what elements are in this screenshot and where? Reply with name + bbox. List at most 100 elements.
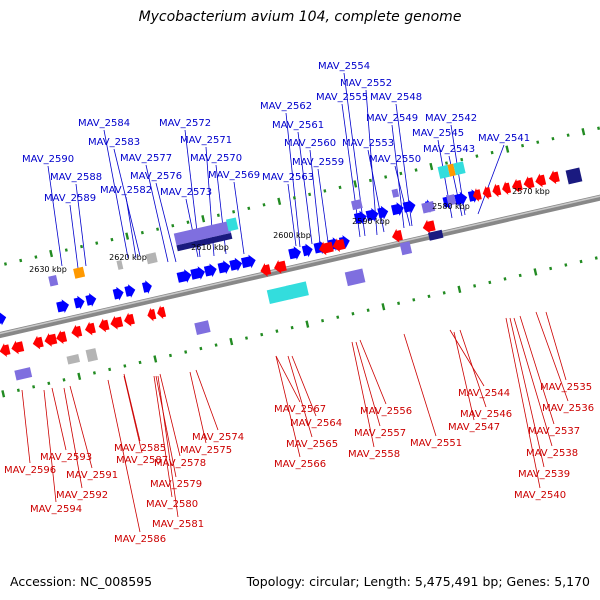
scale-tick-top <box>247 206 251 211</box>
scale-tick-top <box>444 161 448 165</box>
cog-box <box>437 164 451 179</box>
cog-box <box>116 260 124 270</box>
top-gene-label: MAV_2555 <box>316 92 368 103</box>
bottom-gene-label: MAV_2536 <box>542 403 594 414</box>
bottom-leader-line <box>355 341 381 427</box>
scale-tick-top <box>292 196 296 200</box>
top-gene-label: MAV_2577 <box>120 153 172 164</box>
bottom-gene-label: MAV_2566 <box>274 459 326 470</box>
cog-box <box>66 354 81 365</box>
top-gene-label: MAV_2543 <box>423 144 475 155</box>
cog-box <box>446 194 457 206</box>
top-gene-label: MAV_2545 <box>412 128 464 139</box>
bottom-gene-label: MAV_2585 <box>114 443 166 454</box>
forward-gene <box>301 243 313 258</box>
scale-tick-bottom <box>77 372 82 381</box>
scale-tick-top <box>186 220 190 224</box>
scale-tick-top <box>429 162 434 171</box>
bottom-leader-line <box>513 317 553 447</box>
scale-tick-bottom <box>184 350 188 354</box>
reverse-gene <box>147 307 157 322</box>
bottom-leader-line <box>509 317 545 468</box>
bottom-gene-label: MAV_2587 <box>116 455 168 466</box>
cog-box <box>421 201 436 214</box>
scale-tick-bottom <box>260 332 264 337</box>
scale-tick-bottom <box>381 303 386 311</box>
bottom-leader-line <box>189 371 207 444</box>
forward-gene <box>203 263 217 278</box>
scale-tick-top <box>262 203 266 207</box>
scale-tick-bottom <box>32 385 36 389</box>
bottom-gene-label: MAV_2565 <box>286 439 338 450</box>
bottom-leader-line <box>359 339 387 405</box>
scale-tick-top <box>140 230 144 235</box>
top-leader-line <box>185 198 199 258</box>
bottom-leader-line <box>291 355 317 417</box>
bottom-gene-label: MAV_2547 <box>448 422 500 433</box>
reverse-gene <box>32 335 44 350</box>
scale-tick-bottom <box>366 308 370 312</box>
scale-tick-top <box>475 154 479 158</box>
scale-tick-top <box>201 215 206 223</box>
reverse-gene <box>422 219 436 234</box>
top-gene-label: MAV_2542 <box>425 113 477 124</box>
cog-box <box>173 221 232 246</box>
scale-tick-bottom <box>108 367 112 372</box>
top-leader-line <box>75 183 87 267</box>
reverse-gene <box>260 263 272 277</box>
scale-tick-bottom <box>473 284 477 288</box>
reverse-gene <box>523 176 535 190</box>
top-leader-line <box>155 182 177 263</box>
bottom-leader-line <box>287 355 313 438</box>
reverse-gene <box>56 330 68 344</box>
top-gene-label: MAV_2549 <box>366 113 418 124</box>
scale-tick-bottom <box>549 266 553 271</box>
bottom-gene-label: MAV_2558 <box>348 449 400 460</box>
cog-box <box>286 281 309 300</box>
cog-box <box>266 285 294 305</box>
top-leader-line <box>69 204 79 269</box>
forward-gene <box>0 312 7 326</box>
map-title: Mycobacterium avium 104, complete genome <box>138 9 462 25</box>
bottom-gene-label: MAV_2535 <box>540 382 592 393</box>
scale-tick-top <box>353 180 358 188</box>
bottom-leader-line <box>545 311 567 381</box>
bottom-leader-line <box>107 379 141 533</box>
scale-tick-top <box>399 171 403 176</box>
accession-text: Accession: NC_008595 <box>10 574 153 589</box>
forward-gene <box>124 284 136 298</box>
top-leader-line <box>477 144 505 215</box>
top-leader-line <box>103 129 129 259</box>
scale-tick-bottom <box>427 294 431 299</box>
bottom-gene-label: MAV_2540 <box>514 490 566 501</box>
bottom-leader-line <box>123 375 143 454</box>
top-leader-line <box>309 149 321 244</box>
cog-box <box>14 367 33 381</box>
top-gene-label: MAV_2589 <box>44 193 96 204</box>
top-gene-label: MAV_2570 <box>190 153 242 164</box>
scale-tick-top <box>110 237 114 242</box>
forward-gene <box>377 205 389 220</box>
bottom-gene-label: MAV_2557 <box>354 428 406 439</box>
scale-tick-bottom <box>290 325 294 330</box>
scale-tick-top <box>551 136 555 141</box>
reverse-gene <box>332 238 346 252</box>
scale-ticks <box>1 126 600 398</box>
reverse-gene <box>110 315 124 330</box>
scale-tick-top <box>49 249 54 258</box>
reverse-gene <box>548 170 560 185</box>
scale-tick-bottom <box>199 346 203 351</box>
forward-gene <box>85 293 97 307</box>
top-leader-line <box>287 183 297 247</box>
bottom-leader-line <box>403 333 437 437</box>
scale-label: 2570 kbp <box>512 187 550 196</box>
scale-tick-top <box>597 126 600 130</box>
top-gene-label: MAV_2573 <box>160 187 212 198</box>
bottom-gene-label: MAV_2592 <box>56 490 108 501</box>
bottom-leader-line <box>519 315 555 425</box>
bottom-gene-label: MAV_2551 <box>410 438 462 449</box>
scale-tick-top <box>125 232 130 240</box>
cog-box <box>194 320 211 336</box>
forward-gene <box>353 210 367 225</box>
